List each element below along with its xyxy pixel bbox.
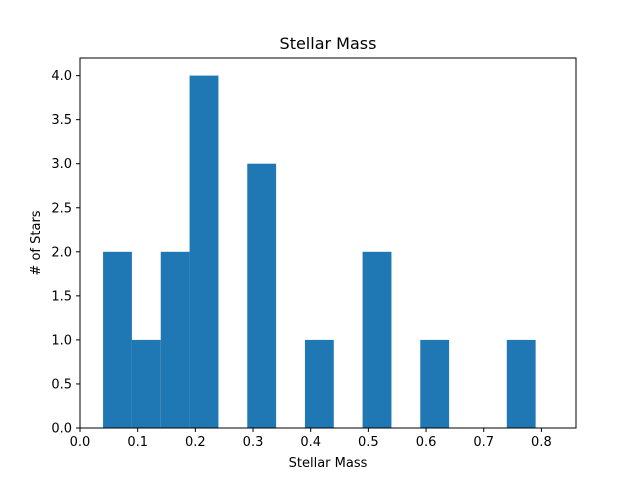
y-axis-label: # of Stars [29,210,44,275]
y-tick-label: 2.5 [51,201,72,216]
y-tick-label: 1.0 [51,333,72,348]
histogram-bar [131,339,161,428]
x-tick-label: 0.1 [127,435,148,450]
y-tick-label: 1.5 [51,289,72,304]
histogram-bar [362,251,392,428]
y-tick-label: 3.5 [51,113,72,128]
x-tick-label: 0.3 [243,435,264,450]
x-tick-label: 0.8 [531,435,552,450]
y-tick-label: 3.0 [51,157,72,172]
x-tick-label: 0.5 [358,435,379,450]
y-tick-label: 4.0 [51,69,72,84]
histogram-bar [420,339,450,428]
histogram-bar [304,339,334,428]
x-tick-label: 0.4 [300,435,321,450]
y-ticks-layer: 0.0 0.5 1.0 1.5 2.0 2.5 3.0 3.5 4.0 [51,69,80,437]
histogram-bar [506,339,536,428]
histogram-bar [189,75,219,429]
histogram-bar [160,251,190,428]
histogram-bar [103,251,132,428]
x-tick-label: 0.6 [416,435,437,450]
x-tick-label: 0.0 [70,435,91,450]
x-tick-label: 0.7 [473,435,494,450]
y-tick-label: 0.0 [51,422,72,437]
histogram-bar [247,163,277,428]
x-axis-label: Stellar Mass [289,456,368,471]
y-tick-label: 0.5 [51,377,72,392]
chart-title: Stellar Mass [280,34,377,53]
y-tick-label: 2.0 [51,245,72,260]
x-tick-label: 0.2 [185,435,206,450]
x-ticks-layer: 0.0 0.1 0.2 0.3 0.4 0.5 0.6 0.7 0.8 [70,428,552,450]
plot-frame [79,57,577,429]
bars-layer [103,75,536,429]
